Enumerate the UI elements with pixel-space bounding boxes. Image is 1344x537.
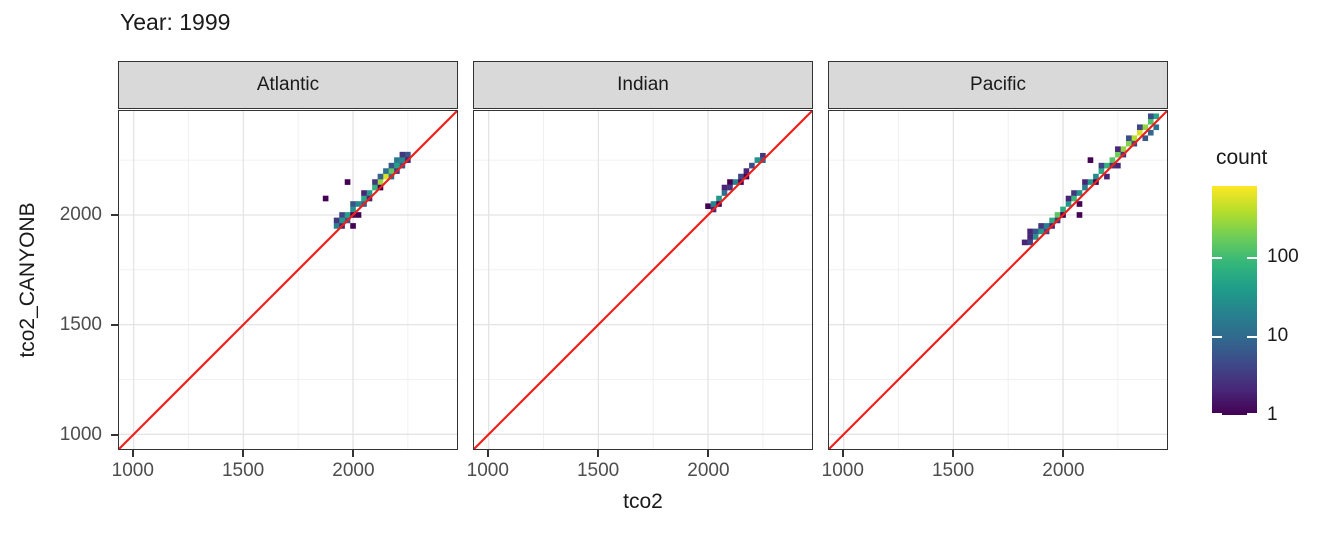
facet-strip: Indian xyxy=(473,61,813,109)
facet-strip: Atlantic xyxy=(118,61,458,109)
legend-tick-mark xyxy=(1247,413,1257,415)
legend-tick-label: 1 xyxy=(1267,404,1278,425)
legend-title: count xyxy=(1216,146,1268,169)
y-tick-label: 1500 xyxy=(59,313,102,335)
x-tick-mark xyxy=(242,450,245,457)
legend-tick-label: 100 xyxy=(1267,246,1299,268)
x-tick-mark xyxy=(131,450,134,457)
legend-colorbar xyxy=(1212,186,1257,415)
x-tick-label: 1500 xyxy=(931,460,975,481)
legend-tick-mark xyxy=(1212,413,1222,415)
y-axis-title: tco2_CANYONB xyxy=(16,202,39,358)
x-tick-mark xyxy=(707,450,710,457)
y-tick-mark xyxy=(111,323,118,326)
x-tick-mark xyxy=(597,450,600,457)
x-tick-mark xyxy=(841,450,844,457)
x-tick-mark xyxy=(1062,450,1065,457)
facet-strip: Pacific xyxy=(828,61,1168,109)
identity-line xyxy=(829,111,1167,449)
facet-strip-label: Indian xyxy=(617,74,669,95)
x-tick-label: 1000 xyxy=(466,460,509,481)
x-tick-label: 2000 xyxy=(332,460,375,481)
y-tick-mark xyxy=(111,434,118,437)
facet-strip-label: Atlantic xyxy=(256,74,320,95)
panel-plot-area xyxy=(474,111,812,449)
legend-tick-label: 10 xyxy=(1267,325,1289,347)
panel-plot-area xyxy=(829,111,1167,449)
x-tick-label: 1000 xyxy=(821,460,864,481)
y-tick-mark xyxy=(111,213,118,216)
plot-title: Year: 1999 xyxy=(120,9,231,35)
x-tick-mark xyxy=(352,450,355,457)
x-tick-mark xyxy=(486,450,489,457)
identity-line xyxy=(474,111,812,449)
x-tick-mark xyxy=(952,450,955,457)
x-tick-label: 1500 xyxy=(576,460,620,481)
y-tick-label: 1000 xyxy=(59,424,102,446)
legend-tick-mark xyxy=(1247,336,1257,339)
x-tick-label: 2000 xyxy=(687,460,730,481)
panel-plot-area xyxy=(119,111,457,449)
facet-panel-atlantic xyxy=(118,110,458,450)
legend-tick-mark xyxy=(1247,257,1257,260)
legend-tick-mark xyxy=(1212,257,1222,260)
facet-strip-label: Pacific xyxy=(970,74,1026,95)
facet-panel-pacific xyxy=(828,110,1168,450)
x-axis-title: tco2 xyxy=(623,490,663,513)
x-tick-label: 1000 xyxy=(111,460,154,481)
legend-tick-mark xyxy=(1212,336,1222,339)
facet-panel-indian xyxy=(473,110,813,450)
y-tick-label: 2000 xyxy=(59,203,102,225)
identity-line xyxy=(119,111,457,449)
x-tick-label: 2000 xyxy=(1042,460,1085,481)
x-tick-label: 1500 xyxy=(221,460,265,481)
